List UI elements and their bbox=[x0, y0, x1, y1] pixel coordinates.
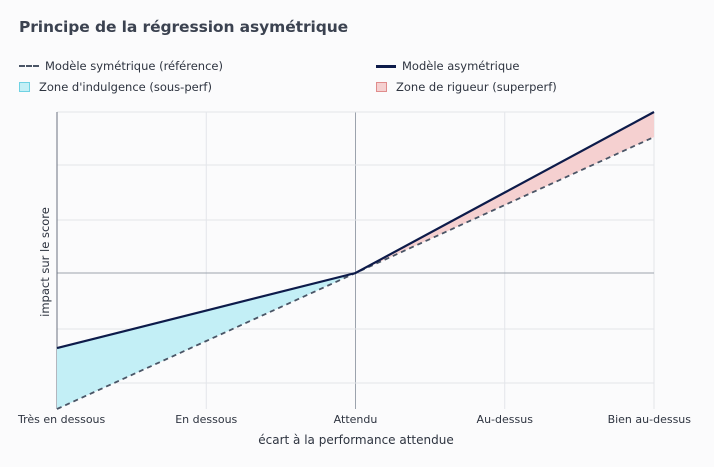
x-tick-label: Bien au-dessus bbox=[608, 413, 692, 426]
x-tick-label: Au-dessus bbox=[477, 413, 534, 426]
legend-label-rigueur: Zone de rigueur (superperf) bbox=[396, 80, 557, 94]
y-axis-label: impact sur le score bbox=[38, 207, 52, 317]
dashed-line-icon bbox=[19, 65, 39, 67]
legend-label-indulgence: Zone d'indulgence (sous-perf) bbox=[39, 80, 212, 94]
legend-item-indulgence[interactable]: Zone d'indulgence (sous-perf) bbox=[19, 80, 212, 94]
asymmetric-series-line bbox=[56, 111, 655, 350]
legend-item-symmetric[interactable]: Modèle symétrique (référence) bbox=[19, 59, 223, 73]
rigueur-swatch-icon bbox=[376, 82, 387, 92]
series-lines bbox=[56, 111, 655, 410]
legend-label-asymmetric: Modèle asymétrique bbox=[402, 59, 520, 73]
solid-line-icon bbox=[376, 64, 396, 68]
legend-item-asymmetric[interactable]: Modèle asymétrique bbox=[376, 59, 519, 73]
x-tick-label: En dessous bbox=[175, 413, 237, 426]
legend-label-symmetric: Modèle symétrique (référence) bbox=[45, 59, 223, 73]
chart-title: Principe de la régression asymétrique bbox=[19, 18, 349, 36]
x-tick-label: Très en dessous bbox=[17, 413, 106, 426]
x-tick-labels: Très en dessous En dessous Attendu Au-dessu… bbox=[17, 413, 691, 426]
indulgence-swatch-icon bbox=[19, 82, 30, 92]
x-tick-label: Attendu bbox=[334, 413, 378, 426]
legend-item-rigueur[interactable]: Zone de rigueur (superperf) bbox=[376, 80, 557, 94]
x-axis-label: écart à la performance attendue bbox=[258, 433, 453, 447]
